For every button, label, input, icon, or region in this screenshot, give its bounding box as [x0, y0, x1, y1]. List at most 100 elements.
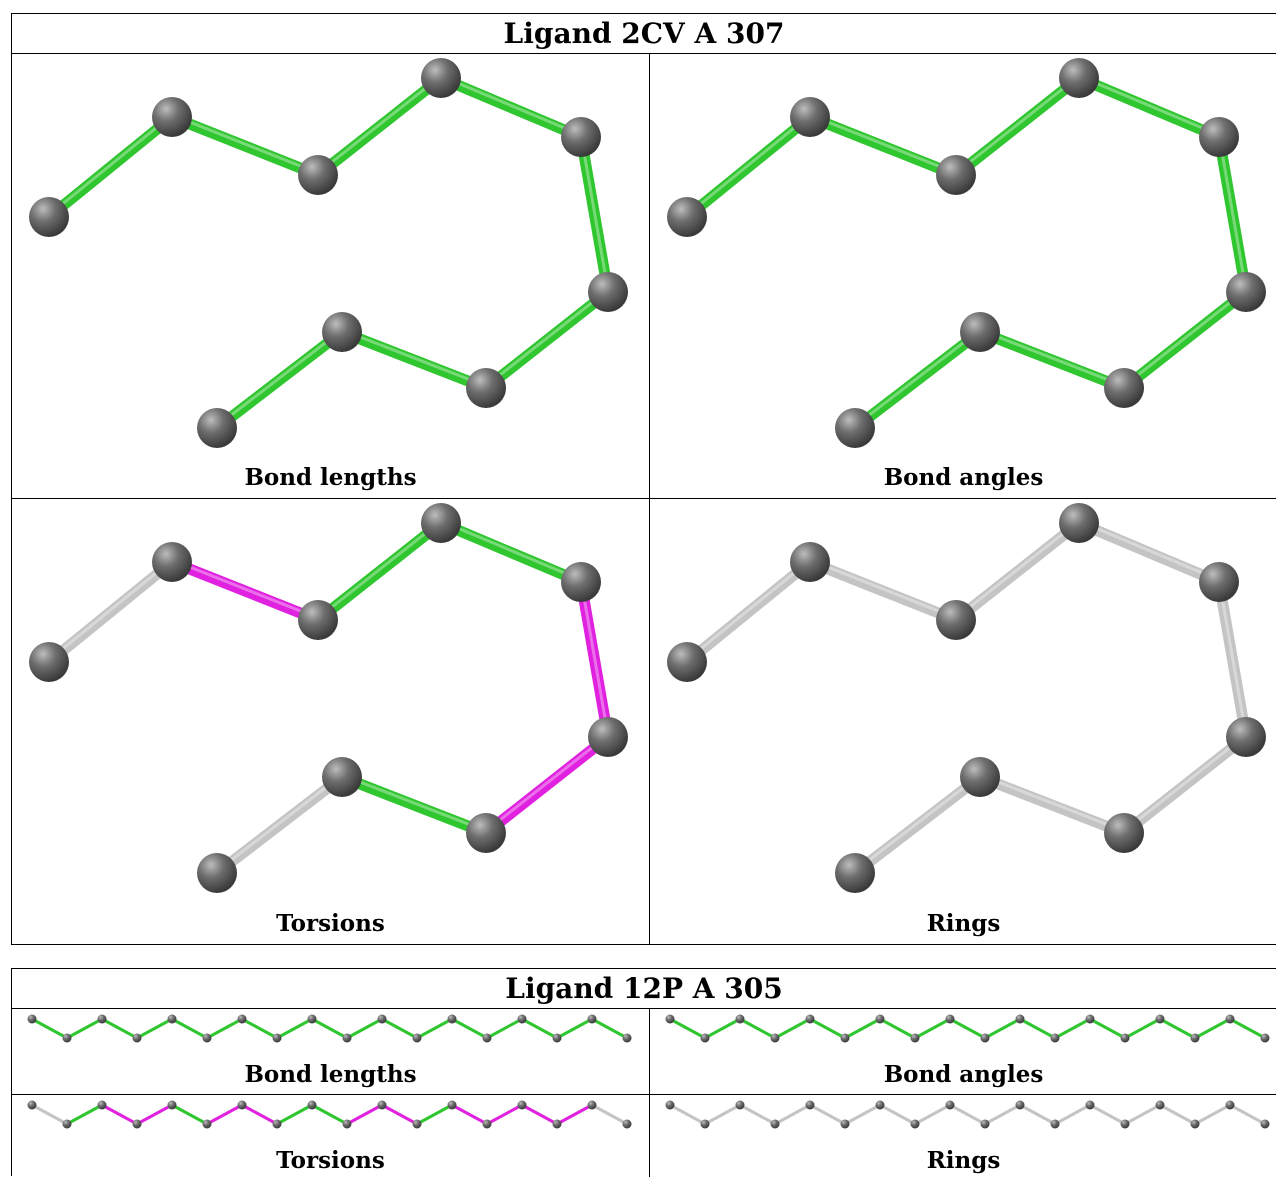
atom [835, 408, 875, 448]
atom [1226, 272, 1266, 312]
atom [840, 1033, 850, 1043]
bond-highlight [1077, 74, 1221, 137]
bond-magenta [205, 1103, 244, 1126]
bond-highlight [439, 74, 583, 137]
bond-green [1228, 1017, 1267, 1040]
bond-green [590, 1017, 629, 1040]
bond-grey [1118, 731, 1252, 839]
atom [412, 1033, 422, 1043]
atom [1059, 58, 1099, 98]
bond-green [773, 1017, 812, 1040]
bond-green [450, 1017, 489, 1040]
bond-green [983, 1017, 1022, 1040]
atom [1155, 1100, 1165, 1110]
bond-highlight [954, 519, 1081, 620]
bond-grey [738, 1103, 777, 1126]
bond-grey [804, 556, 962, 626]
atom [152, 97, 192, 137]
atom [167, 1100, 177, 1110]
atom [197, 408, 237, 448]
atom [1104, 368, 1144, 408]
atom [790, 542, 830, 582]
atom [342, 1119, 352, 1129]
bond-highlight [439, 519, 583, 582]
atom [1199, 562, 1239, 602]
bond-grey [1073, 517, 1225, 588]
atom [960, 757, 1000, 797]
bond-grey [43, 556, 178, 668]
atom [552, 1119, 562, 1129]
bond-green [415, 1017, 454, 1040]
atom [1190, 1119, 1200, 1129]
bond-grey [211, 771, 348, 879]
bond-magenta [380, 1103, 419, 1126]
bond-green [668, 1017, 707, 1040]
bond-highlight [978, 773, 1126, 833]
bond-grey [808, 1103, 847, 1126]
bond-green [1073, 72, 1225, 143]
atom [466, 813, 506, 853]
bond-highlight [1122, 733, 1248, 833]
bond-green [843, 1017, 882, 1040]
atom [298, 155, 338, 195]
atom [62, 1033, 72, 1043]
bond-green [135, 1017, 174, 1040]
bond-highlight [340, 773, 488, 833]
atom [1225, 1100, 1235, 1110]
bond-grey [703, 1103, 742, 1126]
bond-highlight [215, 773, 344, 873]
atom [1120, 1119, 1130, 1129]
atom [1085, 1014, 1095, 1024]
atom [97, 1100, 107, 1110]
bond-green [170, 1017, 209, 1040]
bond-green [336, 326, 492, 394]
atom [167, 1014, 177, 1024]
bond-green [1118, 286, 1252, 394]
atom [561, 117, 601, 157]
atom [237, 1014, 247, 1024]
atom [945, 1014, 955, 1024]
atom [960, 312, 1000, 352]
atom [447, 1014, 457, 1024]
cell-caption: Bond angles [883, 464, 1044, 491]
bond-green [480, 286, 614, 394]
atom [561, 562, 601, 602]
cell-torsions: Torsions [12, 1095, 649, 1177]
bond-green [948, 1017, 987, 1040]
atom [587, 1100, 597, 1110]
atom [1015, 1100, 1025, 1110]
atom [588, 717, 628, 757]
cell-rings: Rings [650, 1095, 1276, 1177]
bond-highlight [685, 113, 812, 217]
bond-highlight [47, 113, 174, 217]
bond-green [312, 517, 447, 626]
atom [272, 1119, 282, 1129]
cell-rings: Rings [650, 499, 1276, 945]
atom [447, 1100, 457, 1110]
atom [1050, 1033, 1060, 1043]
cell-caption: Bond lengths [244, 1061, 417, 1088]
atom [29, 642, 69, 682]
bond-grey [1088, 1103, 1127, 1126]
bond-green [100, 1017, 139, 1040]
atom [421, 58, 461, 98]
bond-green [312, 72, 447, 181]
atom [1120, 1033, 1130, 1043]
bond-grey [1158, 1103, 1197, 1126]
atom [910, 1119, 920, 1129]
bond-green [485, 1017, 524, 1040]
atom [152, 542, 192, 582]
bond-green [703, 1017, 742, 1040]
bond-green [1193, 1017, 1232, 1040]
bond-magenta [480, 731, 614, 839]
bond-grey [590, 1103, 629, 1126]
atom [735, 1014, 745, 1024]
cell-bond-lengths: Bond lengths [12, 1009, 649, 1094]
bond-magenta [166, 556, 324, 626]
ligand-panel-2: Ligand 12P A 305 Bond lengths Bond angle… [11, 968, 1276, 1177]
bond-highlight [170, 558, 320, 620]
atom [1199, 117, 1239, 157]
molecule-diagram [29, 503, 628, 893]
bond-highlight [170, 113, 320, 175]
bond-green [1053, 1017, 1092, 1040]
